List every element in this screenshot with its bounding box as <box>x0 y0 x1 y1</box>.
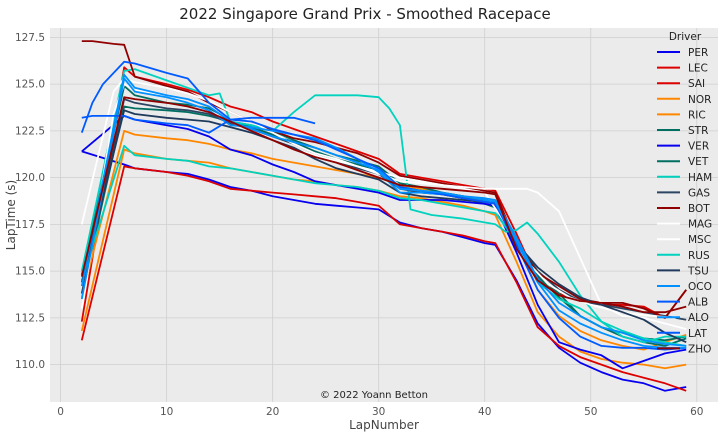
series-line-zho <box>80 96 687 314</box>
legend-label-msc: MSC <box>688 234 711 246</box>
legend-label-sai: SAI <box>688 78 705 90</box>
legend-label-lec: LEC <box>688 63 708 75</box>
legend-label-per: PER <box>688 47 708 59</box>
series-line-ham <box>80 68 687 347</box>
legend-label-zho: ZHO <box>688 343 711 355</box>
y-tick-label: 120.0 <box>15 172 45 184</box>
plot-area <box>50 28 718 402</box>
y-tick-label: 110.0 <box>15 359 45 371</box>
y-tick-label: 112.5 <box>15 312 45 324</box>
y-tick-label: 117.5 <box>15 219 45 231</box>
legend-label-gas: GAS <box>688 187 710 199</box>
series-line-bot <box>81 40 687 319</box>
series-layer <box>80 40 687 392</box>
series-line-alo <box>80 73 687 349</box>
series-line-ver <box>81 115 687 370</box>
legend-label-ver: VER <box>688 141 709 153</box>
x-tick-label: 50 <box>584 406 597 418</box>
y-tick-label: 127.5 <box>15 32 45 44</box>
credit-text: © 2022 Yoann Betton <box>320 390 428 401</box>
y-tick-label: 122.5 <box>15 125 45 137</box>
y-tick-label: 125.0 <box>15 79 45 91</box>
legend-label-oco: OCO <box>688 281 712 293</box>
x-tick-label: 20 <box>266 406 279 418</box>
legend-label-alo: ALO <box>688 312 709 324</box>
legend-title: Driver <box>669 31 702 43</box>
legend-label-tsu: TSU <box>687 265 709 277</box>
legend-label-ham: HAM <box>688 172 712 184</box>
legend-label-str: STR <box>688 125 708 137</box>
x-tick-label: 30 <box>372 406 385 418</box>
legend: Driver PER LEC SAI NOR RIC STR VER VET HAM GAS BOT… <box>657 31 712 355</box>
series-line-oco <box>80 77 687 347</box>
legend-label-vet: VET <box>688 156 709 168</box>
series-line-rus <box>80 144 687 344</box>
chart-title: 2022 Singapore Grand Prix - Smoothed Rac… <box>179 5 550 23</box>
legend-label-lat: LAT <box>688 328 707 340</box>
series-line-lat <box>81 115 316 134</box>
x-tick-label: 40 <box>478 406 491 418</box>
legend-label-nor: NOR <box>688 94 711 106</box>
legend-label-alb: ALB <box>688 297 708 309</box>
legend-label-mag: MAG <box>688 219 712 231</box>
series-line-per <box>81 150 687 392</box>
series-line-alb <box>80 60 687 351</box>
series-line-nor <box>80 148 687 370</box>
y-tick-label: 115.0 <box>15 266 45 278</box>
legend-label-bot: BOT <box>688 203 710 215</box>
y-axis-label: LapTime (s) <box>4 180 18 250</box>
axis-ticks: 0 10 20 30 40 50 60 110.0 112.5 115.0 117.5 120.0 12… <box>15 32 704 418</box>
legend-label-ric: RIC <box>688 109 706 121</box>
x-tick-label: 0 <box>57 406 64 418</box>
legend-label-rus: RUS <box>688 250 710 262</box>
x-tick-label: 60 <box>690 406 703 418</box>
x-tick-label: 10 <box>160 406 173 418</box>
x-axis-label: LapNumber <box>349 418 419 432</box>
series-line-lec <box>80 165 687 392</box>
